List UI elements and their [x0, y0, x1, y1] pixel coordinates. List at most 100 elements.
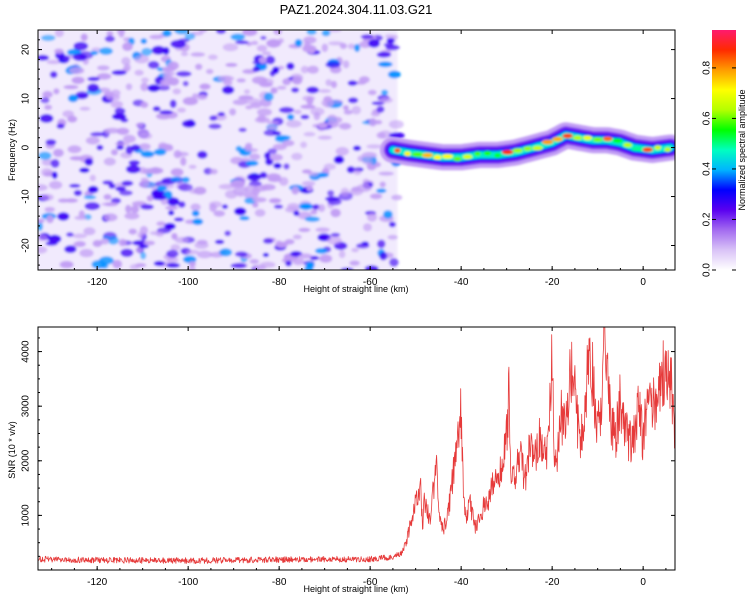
noise-blob [54, 48, 64, 54]
colorbar-ticks: 0.0 0.2 0.4 0.6 0.8 [702, 61, 736, 277]
noise-blob [225, 62, 238, 67]
noise-blob [333, 155, 345, 164]
noise-blob [364, 265, 379, 270]
noise-blob [330, 232, 341, 237]
noise-blob [327, 114, 337, 123]
noise-blob [263, 92, 274, 102]
noise-blob [149, 34, 164, 40]
noise-blob [238, 95, 254, 101]
noise-blob [245, 105, 253, 110]
noise-blob [89, 174, 96, 182]
noise-blob [41, 34, 56, 42]
noise-blob [118, 30, 125, 38]
noise-blob [374, 119, 383, 125]
noise-blob [232, 99, 248, 106]
noise-blob [90, 50, 99, 56]
noise-blob [124, 212, 140, 220]
noise-blob [389, 258, 399, 267]
noise-blob [230, 33, 246, 41]
noise-blob [318, 89, 332, 93]
noise-blob [354, 43, 361, 53]
noise-blob [300, 104, 316, 110]
noise-blob [62, 110, 75, 118]
noise-blob [78, 210, 85, 218]
noise-blob [122, 134, 136, 143]
spectrogram-y-tick-label: -20 [21, 238, 32, 253]
noise-blob [387, 70, 401, 79]
noise-blob [242, 30, 258, 37]
snr-x-tick-label: -120 [87, 577, 107, 588]
noise-blob [346, 166, 356, 174]
noise-blob [273, 162, 282, 169]
noise-blob [306, 86, 319, 94]
track-peak [494, 153, 501, 158]
noise-blob [230, 262, 247, 269]
noise-blob [147, 84, 161, 92]
noise-blob [216, 75, 232, 82]
noise-blob [209, 203, 217, 213]
noise-blob [186, 249, 200, 255]
noise-blob [115, 186, 127, 192]
noise-blob [363, 223, 372, 232]
noise-blob [166, 249, 179, 258]
noise-blob [319, 254, 333, 263]
noise-blob [140, 251, 147, 260]
noise-blob [310, 107, 325, 116]
track-peak [421, 152, 434, 158]
noise-blob [244, 184, 257, 193]
noise-blob [355, 80, 367, 85]
track-peak [501, 149, 514, 155]
noise-blob [330, 80, 338, 89]
noise-blob [175, 151, 189, 157]
noise-blob [338, 250, 346, 259]
noise-blob [368, 118, 377, 127]
noise-blob [291, 186, 300, 195]
noise-blob [72, 241, 85, 247]
noise-blob [353, 168, 362, 176]
noise-blob [114, 142, 130, 146]
noise-blob [317, 122, 328, 129]
noise-blob [362, 158, 375, 165]
noise-blob [110, 149, 119, 156]
noise-blob [120, 248, 134, 258]
noise-blob [223, 80, 233, 86]
noise-blob [262, 238, 274, 244]
noise-blob [48, 234, 62, 244]
noise-blob [269, 70, 276, 77]
noise-blob [249, 153, 261, 161]
noise-blob [162, 46, 170, 55]
noise-blob [377, 239, 386, 249]
noise-blob [275, 135, 291, 141]
noise-blob [209, 115, 218, 121]
noise-blob [260, 35, 267, 41]
noise-blob [328, 41, 344, 46]
noise-blob [50, 159, 60, 168]
noise-blob [182, 80, 189, 87]
noise-blob [169, 99, 177, 109]
noise-blob [176, 70, 192, 77]
noise-blob [282, 78, 292, 86]
noise-blob [252, 202, 259, 208]
noise-blob [38, 222, 43, 231]
noise-blob [381, 89, 389, 96]
noise-blob [56, 123, 65, 129]
noise-blob [57, 212, 70, 221]
snr-y-tick-label: 1000 [21, 504, 32, 527]
noise-blob [219, 248, 233, 257]
spectrogram-x-tick-label: 0 [640, 277, 646, 288]
noise-blob [243, 89, 251, 95]
noise-blob [159, 110, 173, 115]
noise-blob [230, 179, 246, 188]
noise-blob [256, 44, 268, 52]
track-peak [654, 145, 662, 150]
noise-blob [38, 54, 50, 61]
noise-blob [125, 164, 141, 174]
noise-blob [259, 171, 268, 179]
noise-blob [356, 184, 372, 192]
noise-blob [110, 197, 122, 204]
noise-blob [196, 250, 213, 259]
noise-blob [114, 107, 126, 115]
noise-blob [171, 232, 178, 240]
noise-blob [97, 65, 110, 71]
noise-blob [170, 39, 186, 49]
